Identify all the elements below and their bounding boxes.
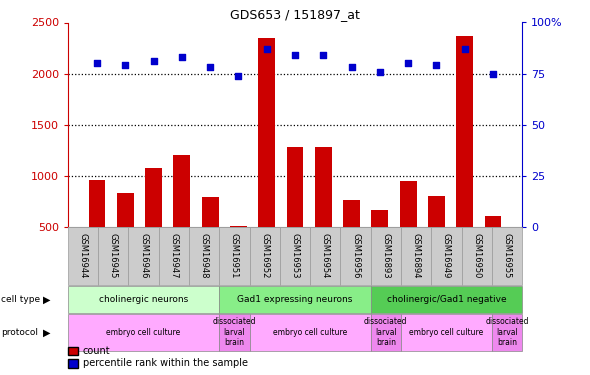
Bar [258,38,275,278]
Bar [129,227,159,285]
Text: GSM16944: GSM16944 [78,233,87,279]
Text: GSM16954: GSM16954 [321,233,330,279]
Bar [280,227,310,285]
Text: dissociated
larval
brain: dissociated larval brain [364,317,408,347]
Point [347,64,356,70]
Text: GSM16946: GSM16946 [139,233,148,279]
Point [205,64,215,70]
Bar [189,227,219,285]
Text: embryo cell culture: embryo cell culture [106,328,181,337]
Point [489,70,498,76]
Text: GSM16956: GSM16956 [351,233,360,279]
Point [262,46,271,52]
Point [319,52,328,58]
Bar [117,193,134,278]
Bar [456,36,473,278]
Text: cholinergic/Gad1 negative: cholinergic/Gad1 negative [386,295,506,304]
Text: percentile rank within the sample: percentile rank within the sample [83,358,248,368]
Bar [219,314,250,351]
Bar [202,197,219,278]
Bar [230,226,247,278]
Text: GSM16894: GSM16894 [412,233,421,279]
Bar [250,314,371,351]
Text: GSM16947: GSM16947 [169,233,178,279]
Bar [371,314,401,351]
Title: GDS653 / 151897_at: GDS653 / 151897_at [230,8,360,21]
Text: GSM16951: GSM16951 [230,233,239,279]
Point [290,52,300,58]
Text: ▶: ▶ [42,295,50,305]
Bar [145,168,162,278]
Bar [68,227,98,285]
Text: embryo cell culture: embryo cell culture [409,328,484,337]
Point [234,73,243,79]
Bar [219,286,371,313]
Bar [401,314,492,351]
Bar [68,314,219,351]
Bar [98,227,129,285]
Bar [399,181,417,278]
Bar [88,180,106,278]
Text: embryo cell culture: embryo cell culture [273,328,348,337]
Bar [431,227,461,285]
Text: dissociated
larval
brain: dissociated larval brain [212,317,256,347]
Text: GSM16948: GSM16948 [199,233,209,279]
Point [149,58,158,64]
Text: GSM16953: GSM16953 [290,233,300,279]
Text: count: count [83,346,110,356]
Bar [173,155,191,278]
Bar [287,147,303,278]
Bar [219,227,250,285]
Bar [428,196,445,278]
Bar [310,227,340,285]
Bar [68,286,219,313]
Text: cell type: cell type [1,296,40,304]
Bar [492,227,522,285]
Text: GSM16955: GSM16955 [503,233,512,279]
Bar [492,314,522,351]
Bar [371,286,522,313]
Text: GSM16893: GSM16893 [381,233,391,279]
Point [460,46,470,52]
Text: protocol: protocol [1,328,38,337]
Bar [461,227,492,285]
Bar [315,147,332,278]
Bar [159,227,189,285]
Bar [340,227,371,285]
Text: GSM16950: GSM16950 [472,233,481,279]
Point [404,60,413,66]
Bar [371,227,401,285]
Point [432,62,441,68]
Bar [343,200,360,278]
Text: GSM16945: GSM16945 [109,233,118,279]
Bar [250,227,280,285]
Text: cholinergic neurons: cholinergic neurons [99,295,188,304]
Bar [484,216,502,278]
Point [92,60,101,66]
Text: GSM16952: GSM16952 [260,233,269,279]
Point [120,62,130,68]
Text: ▶: ▶ [42,328,50,338]
Point [375,69,385,75]
Point [177,54,186,60]
Text: dissociated
larval
brain: dissociated larval brain [485,317,529,347]
Bar [371,210,388,278]
Text: Gad1 expressing neurons: Gad1 expressing neurons [237,295,353,304]
Bar [401,227,431,285]
Text: GSM16949: GSM16949 [442,233,451,279]
